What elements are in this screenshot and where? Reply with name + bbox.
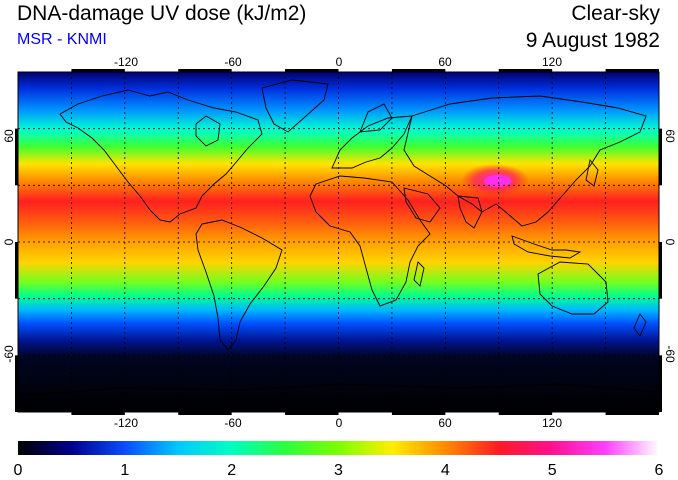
colorbar-tick-labels: 0 1 2 3 4 5 6 (14, 462, 664, 479)
frame-bar-right (659, 242, 662, 299)
coastline-india (457, 195, 483, 229)
lat-label-right-60: 60 (663, 129, 677, 143)
lon-label-bottom-0: 0 (336, 416, 343, 430)
coastline-arabia (403, 187, 441, 223)
frame-bar-top (285, 69, 339, 72)
frame-bar-bottom (391, 412, 446, 415)
graticule (18, 72, 659, 412)
coastline-hudson-bay (195, 115, 221, 147)
coastline-new-zealand (633, 313, 647, 337)
coastline-south-america (195, 219, 283, 351)
coastline-north-america (59, 89, 263, 223)
lon-label-top-neg60: -60 (224, 55, 242, 69)
lon-label-top-0: 0 (336, 55, 343, 69)
colorbar-tick-label: 5 (548, 462, 557, 479)
lon-label-top-120: 120 (542, 55, 562, 69)
colorbar-tick-label: 2 (227, 462, 236, 479)
frame-bar-top (605, 69, 659, 72)
coastline-japan (585, 158, 599, 187)
colorbar-tick-label: 4 (441, 462, 450, 479)
map-title: DNA-damage UV dose (kJ/m2) (17, 2, 307, 25)
frame-bar-top (391, 69, 446, 72)
coastline-australia (537, 261, 609, 315)
frame-bar-top (71, 69, 125, 72)
frame-bar-bottom (178, 412, 232, 415)
lon-label-bottom-120: 120 (542, 416, 562, 430)
frame-bar-bottom (605, 412, 659, 415)
coastline-indonesia (511, 235, 582, 259)
frame-bar-right (659, 355, 662, 412)
lat-label-left-neg60: -60 (2, 345, 16, 363)
colorbar-tick-label: 6 (655, 462, 664, 479)
coastlines (18, 79, 659, 397)
lon-label-bottom-neg120: -120 (114, 416, 138, 430)
lon-label-top-60: 60 (438, 55, 452, 69)
colorbar-tick-label: 1 (120, 462, 129, 479)
frame-bar-top (498, 69, 553, 72)
colorbar-tick-label: 3 (334, 462, 343, 479)
frame-bar-right (659, 128, 662, 186)
frame-bar-left (15, 355, 18, 412)
coastline-scandinavia (359, 103, 393, 133)
coastline-europe (331, 115, 413, 169)
lat-label-right-neg60: -60 (663, 345, 677, 363)
coastline-madagascar (413, 261, 425, 287)
frame-bar-bottom (71, 412, 125, 415)
lon-label-bottom-60: 60 (438, 416, 452, 430)
frame-bar-bottom (285, 412, 339, 415)
coastline-greenland (261, 79, 329, 133)
coastline-antarctica (18, 383, 659, 397)
colorbar-tick-label: 0 (14, 462, 23, 479)
frame-bar-left (15, 128, 18, 186)
colorbar (18, 441, 659, 455)
frame-bar-bottom (498, 412, 553, 415)
lat-label-right-0: 0 (663, 239, 677, 246)
lon-label-top-neg120: -120 (114, 55, 138, 69)
source-label: MSR - KNMI (17, 31, 107, 48)
frame-bar-top (178, 69, 232, 72)
frame-bar-left (15, 242, 18, 299)
coastline-asia (403, 95, 647, 227)
tibet-peak (484, 175, 512, 187)
frame-tick-bars (15, 69, 662, 415)
sky-condition-label: Clear-sky (571, 2, 660, 25)
lon-label-bottom-neg60: -60 (224, 416, 242, 430)
lat-label-left-0: 0 (2, 238, 16, 245)
map-date: 9 August 1982 (525, 29, 660, 52)
lat-label-left-60: 60 (2, 129, 16, 143)
